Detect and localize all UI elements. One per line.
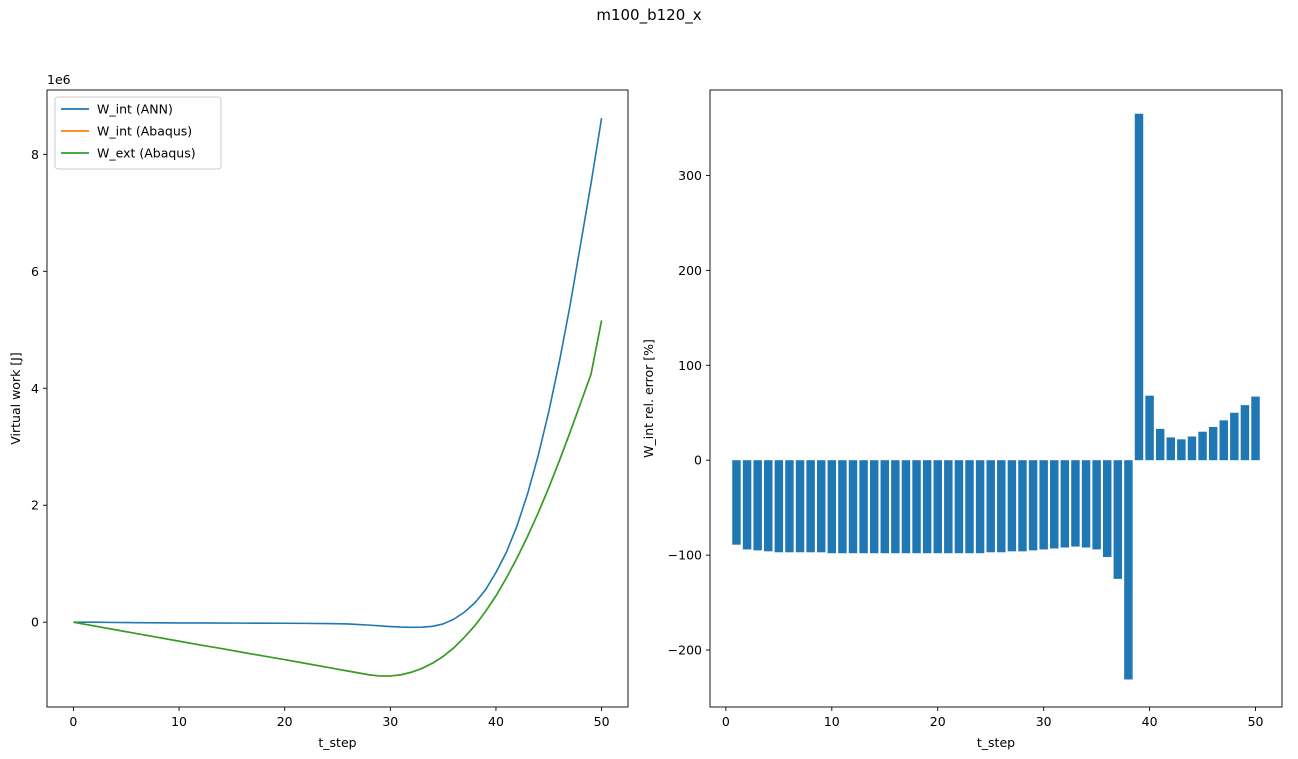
panel2-y-tick-label: −100 [668,548,702,563]
panel2-bar [1071,460,1080,547]
panel2-bar [880,460,890,554]
panel2-bar [742,460,752,550]
panel2-bar [732,460,741,545]
panel2-bar [1145,395,1154,461]
panel1-y-tick-label: 6 [31,264,39,279]
panel2-y-tick-label: 0 [694,453,702,468]
panel2-y-tick-label: 100 [678,358,702,373]
panel2-bar [1155,428,1165,461]
panel2-bar [1060,460,1070,548]
panel2-bar [944,460,953,554]
panel2-y-axis-label: W_int rel. error [%] [641,339,656,458]
panel2-x-tick-label: 40 [1142,714,1158,729]
panel2-axes-frame [709,89,1283,708]
panel2-bar [986,460,995,553]
panel1-x-tick-label: 20 [277,714,293,729]
panel2-bar [965,460,974,554]
panel2-bar [1208,426,1218,461]
panel2-bar [1007,460,1017,552]
panel2-bar [1187,436,1197,461]
panel2-bar [1113,460,1123,579]
panel2-bar [922,460,932,554]
panel2-y-tick-label: 200 [678,263,702,278]
panel1-x-axis-label: t_step [318,735,356,750]
panel2-bar [954,460,964,554]
panel2-bar [891,460,900,554]
panel2-bar [1166,437,1176,461]
panel1-x-tick-label: 50 [594,714,610,729]
panel2-bar [1230,412,1239,461]
panel2-bar [1092,460,1101,550]
panel2-y-tick-label: 300 [678,168,702,183]
panel2-x-tick-label: 30 [1036,714,1052,729]
panel2-bar [1198,431,1207,461]
panel2-bar [933,460,942,554]
panel2-bar [838,460,847,554]
panel2-bar [997,460,1006,553]
panel2-bar [795,460,805,553]
panel1-legend-label-3: W_ext (Abaqus) [97,146,196,161]
panel2-bar [1134,113,1144,461]
panel1-y-tick-label: 0 [31,615,39,630]
panel2-bar [901,460,911,554]
panel1-offset-label: 1e6 [47,72,71,87]
panel2-bar [1081,460,1091,548]
panel1-x-tick-label: 30 [382,714,398,729]
panel2-bar [1039,460,1048,550]
panel2-bar [1124,460,1133,680]
panel2-bar [869,460,879,554]
panel2-x-axis-label: t_step [977,735,1015,750]
panel2-x-tick-label: 10 [824,714,840,729]
panel2-y-tick-label: −200 [668,643,702,658]
panel2-bar [816,460,826,553]
panel2-bar [1240,405,1250,461]
panel1-x-tick-label: 10 [171,714,187,729]
panel2-bar [859,460,868,554]
panel2-bar [806,460,815,553]
panel2-bar [848,460,858,554]
panel2-bar [1177,439,1186,461]
panel1-legend-box [54,96,222,170]
panel2-x-tick-label: 50 [1248,714,1264,729]
panel2-bar [1028,460,1038,551]
panel2-bar [827,460,837,554]
panel2-x-tick-label: 20 [930,714,946,729]
panel1-x-tick-label: 40 [488,714,504,729]
panel2-bar [975,460,985,554]
figure-title: m100_b120_x [596,6,702,24]
panel1-y-tick-label: 8 [31,147,39,162]
panel2-bar [764,460,773,552]
panel1-y-axis-label: Virtual work [J] [8,352,23,444]
panel2-bar [753,460,762,551]
panel1-series-line-1 [73,117,603,629]
panel2-bar [785,460,794,553]
panel1-y-tick-label: 4 [31,381,39,396]
panel1-series-line-3 [73,320,603,677]
panel1-legend-label-2: W_int (Abaqus) [97,124,192,139]
panel1-legend-label-1: W_int (ANN) [97,102,173,117]
panel2-bar [1018,460,1027,552]
panel2-bar [1050,460,1059,549]
panel1-x-tick-label: 0 [69,714,77,729]
panel1-y-tick-label: 2 [31,498,39,513]
panel2-bar [1102,460,1112,558]
panel1-axes-frame [46,89,629,708]
panel2-bar [774,460,784,553]
panel2-bar [912,460,921,554]
panel2-bar [1219,420,1228,461]
panel2-x-tick-label: 0 [722,714,730,729]
panel2-bar [1251,396,1260,461]
